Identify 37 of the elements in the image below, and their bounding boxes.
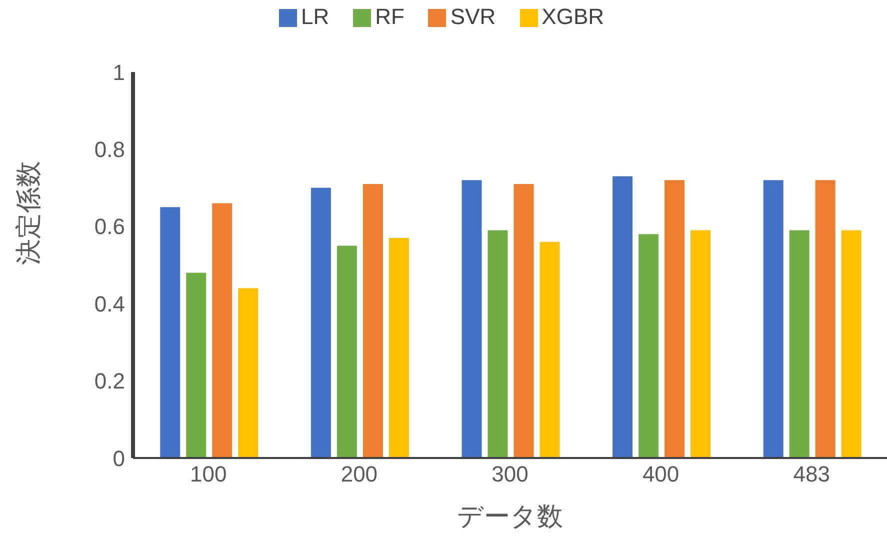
- bar: [540, 242, 560, 458]
- bar: [160, 207, 180, 458]
- x-tick-label: 100: [190, 462, 227, 487]
- bar: [664, 180, 685, 458]
- y-tick-label: 1: [112, 60, 125, 85]
- bar: [514, 184, 534, 458]
- bar: [310, 188, 331, 458]
- x-tick-label: 483: [793, 462, 830, 487]
- y-tick-label: 0.2: [94, 368, 125, 394]
- y-tick-label: 0.6: [94, 214, 125, 240]
- bar: [212, 203, 232, 458]
- y-tick-label: 0.4: [94, 291, 125, 316]
- legend-label: LR: [300, 4, 330, 29]
- bar: [388, 238, 409, 458]
- bar: [186, 272, 206, 458]
- bar: [612, 176, 633, 458]
- bar: [336, 246, 357, 458]
- bar: [462, 180, 482, 458]
- y-tick-label: 0: [112, 446, 125, 471]
- legend-label: XGBR: [542, 4, 604, 29]
- bar: [638, 234, 659, 458]
- y-tick-label: 0.8: [94, 137, 125, 162]
- bar: [789, 230, 810, 458]
- x-tick-label: 300: [492, 462, 528, 487]
- legend-label: RF: [375, 4, 404, 29]
- x-tick-label: 200: [340, 462, 378, 487]
- bar: [238, 288, 258, 458]
- bar: [815, 180, 836, 458]
- bar: [763, 180, 784, 458]
- bar: [841, 230, 862, 458]
- x-axis-title: データ数: [457, 501, 563, 531]
- bar: [690, 230, 711, 458]
- bar: [362, 184, 383, 458]
- y-axis-title: 決定係数: [13, 161, 44, 265]
- x-tick-label: 400: [642, 462, 680, 487]
- legend-label: SVR: [450, 4, 496, 29]
- bar: [488, 230, 508, 458]
